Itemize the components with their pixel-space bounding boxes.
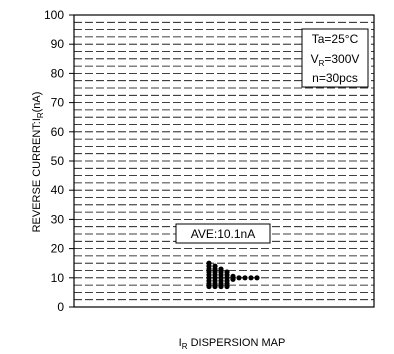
y-tick-label: 70: [51, 96, 65, 110]
condition-sample-count: n=30pcs: [312, 71, 358, 85]
data-point: [242, 275, 248, 281]
y-tick-label: 60: [51, 125, 65, 139]
y-tick-label: 30: [51, 212, 65, 226]
y-axis-label: REVERSE CURRENT:IR(nA): [31, 92, 45, 233]
y-tick-label: 20: [51, 242, 65, 256]
y-tick-label: 80: [51, 66, 65, 80]
y-tick-label: 40: [51, 183, 65, 197]
condition-voltage: VR=300V: [311, 52, 360, 68]
data-points: [206, 260, 260, 290]
data-point: [206, 260, 212, 266]
y-tick-label: 10: [51, 271, 65, 285]
y-tick-label: 50: [51, 154, 65, 168]
data-point: [254, 275, 260, 281]
data-point: [218, 266, 224, 272]
average-box: AVE:10.1nA: [175, 223, 271, 244]
data-point: [248, 275, 254, 281]
data-point: [212, 263, 218, 269]
y-tick-label: 0: [57, 300, 64, 314]
average-label: AVE:10.1nA: [191, 227, 256, 241]
x-axis-label: IR DISPERSION MAP: [179, 337, 286, 351]
data-point: [230, 273, 236, 279]
data-point: [236, 275, 242, 281]
condition-temperature: Ta=25°C: [312, 32, 359, 46]
y-tick-label: 100: [44, 8, 64, 22]
y-axis-ticks: 0 10 20 30 40 50 60 70 80 90 100: [44, 8, 74, 314]
conditions-box: Ta=25°C VR=300V n=30pcs: [301, 28, 369, 88]
y-tick-label: 90: [51, 37, 65, 51]
data-point: [224, 269, 230, 275]
